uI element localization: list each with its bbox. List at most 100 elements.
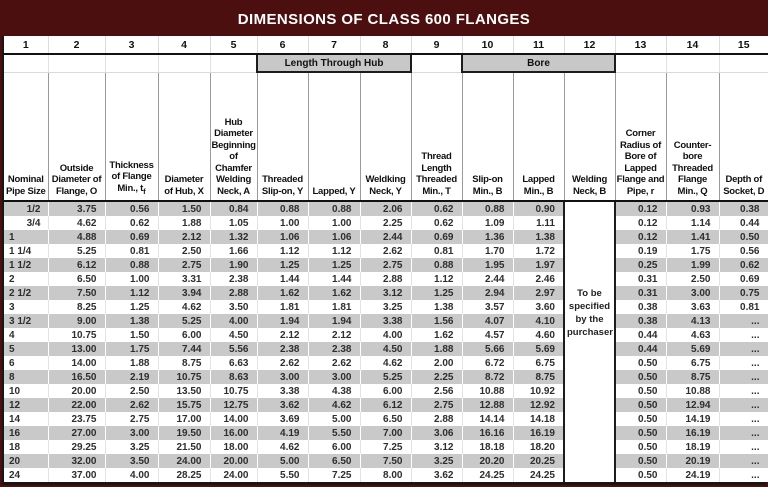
value-cell: 3.31 [158, 272, 211, 286]
value-cell: 14.19 [666, 412, 720, 426]
value-cell: 1.00 [105, 272, 159, 286]
value-cell: 3.38 [257, 384, 309, 398]
value-cell: 5.50 [257, 468, 309, 482]
value-cell: 1.11 [513, 216, 565, 230]
value-cell: 9.00 [48, 314, 106, 328]
value-cell: 0.50 [615, 468, 667, 482]
value-cell: 27.00 [48, 426, 106, 440]
value-cell: 0.75 [719, 286, 768, 300]
value-cell: 0.88 [411, 258, 463, 272]
value-cell: 18.19 [666, 440, 720, 454]
value-cell: ... [719, 314, 768, 328]
value-cell: 2.50 [666, 272, 720, 286]
value-cell: 8.72 [462, 370, 514, 384]
value-cell: 7.50 [48, 286, 106, 300]
value-cell: 22.00 [48, 398, 106, 412]
table-row: 18 29.25 3.25 21.50 18.00 4.62 6.00 7.25 3.12 18.… [4, 440, 768, 454]
value-cell: 6.75 [666, 356, 720, 370]
value-cell: 1.88 [411, 342, 463, 356]
value-cell: 1.25 [257, 258, 309, 272]
column-header: Counter-bore Threaded Flange Min., Q [666, 72, 720, 202]
value-cell: 4.62 [308, 398, 361, 412]
value-cell: 28.25 [158, 468, 211, 482]
value-cell: 0.50 [615, 356, 667, 370]
value-cell: 3.60 [513, 300, 565, 314]
value-cell: 1.06 [257, 230, 309, 244]
value-cell: 24.00 [210, 468, 258, 482]
value-cell: 37.00 [48, 468, 106, 482]
value-cell: 18.00 [210, 440, 258, 454]
table-row: 3 1/2 9.00 1.38 5.25 4.00 1.94 1.94 3.38 1.56 4.0… [4, 314, 768, 328]
value-cell: 6.12 [360, 398, 412, 412]
value-cell: 2.88 [360, 272, 412, 286]
value-cell: 0.31 [615, 272, 667, 286]
value-cell: 0.38 [615, 300, 667, 314]
value-cell: 0.44 [615, 342, 667, 356]
table-row: 8 16.50 2.19 10.75 8.63 3.00 3.00 5.25 2.25 8.72 8… [4, 370, 768, 384]
value-cell: 2.62 [105, 398, 159, 412]
value-cell: 1.75 [666, 244, 720, 258]
value-cell: 2.88 [210, 286, 258, 300]
value-cell: 1.14 [666, 216, 720, 230]
value-cell: 4.50 [360, 342, 412, 356]
value-cell: 0.50 [615, 384, 667, 398]
value-cell: 0.50 [719, 230, 768, 244]
value-cell: 5.69 [666, 342, 720, 356]
value-cell: 4.07 [462, 314, 514, 328]
group-header-bore: Bore [461, 54, 616, 73]
value-cell: 2.00 [411, 356, 463, 370]
table-row: 12 22.00 2.62 15.75 12.75 3.62 4.62 6.12 2.75 12.… [4, 398, 768, 412]
value-cell: ... [719, 412, 768, 426]
value-cell: 6.50 [48, 272, 106, 286]
group-header-length-through-hub: Length Through Hub [256, 54, 412, 73]
value-cell: 0.81 [105, 244, 159, 258]
table-row: 2 6.50 1.00 3.31 2.38 1.44 1.44 2.88 1.12 2.44 2.4… [4, 272, 768, 286]
value-cell: 4.00 [360, 328, 412, 342]
table-row: 16 27.00 3.00 19.50 16.00 4.19 5.50 7.00 3.06 16.… [4, 426, 768, 440]
value-cell: 20.19 [666, 454, 720, 468]
value-cell: 2.38 [210, 272, 258, 286]
value-cell: 12.94 [666, 398, 720, 412]
value-cell: 2.88 [411, 412, 463, 426]
table-title: DIMENSIONS OF CLASS 600 FLANGES [2, 2, 766, 36]
value-cell: 0.84 [210, 201, 258, 216]
table-row: 14 23.75 2.75 17.00 14.00 3.69 5.00 6.50 2.88 14.… [4, 412, 768, 426]
value-cell: 1.44 [257, 272, 309, 286]
value-cell: 12.75 [210, 398, 258, 412]
value-cell: 1.72 [513, 244, 565, 258]
column-header: Thread Length Threaded Min., T [411, 72, 463, 202]
value-cell: 0.69 [719, 272, 768, 286]
value-cell: 2.12 [158, 230, 211, 244]
value-cell: 1.50 [105, 328, 159, 342]
value-cell: 2.75 [360, 258, 412, 272]
group-header-blank [411, 54, 463, 73]
value-cell: 5.66 [462, 342, 514, 356]
pipe-size-cell: 4 [4, 328, 49, 342]
value-cell: 1.38 [513, 230, 565, 244]
value-cell: 12.88 [462, 398, 514, 412]
value-cell: 0.81 [719, 300, 768, 314]
value-cell: 2.62 [257, 356, 309, 370]
value-cell: 2.38 [257, 342, 309, 356]
value-cell: 4.62 [257, 440, 309, 454]
value-cell: 3.00 [257, 370, 309, 384]
group-header-blank [48, 54, 106, 73]
value-cell: 1.81 [257, 300, 309, 314]
pipe-size-cell: 6 [4, 356, 49, 370]
value-cell: 0.44 [615, 328, 667, 342]
value-cell: ... [719, 440, 768, 454]
value-cell: 13.50 [158, 384, 211, 398]
value-cell: 3.94 [158, 286, 211, 300]
value-cell: 1.12 [411, 272, 463, 286]
column-number: 8 [360, 36, 412, 55]
value-cell: 2.12 [257, 328, 309, 342]
group-header-blank [4, 54, 49, 73]
value-cell: 18.20 [513, 440, 565, 454]
value-cell: 2.50 [105, 384, 159, 398]
column-header-row: Nominal Pipe Size Outside Diameter of Fla… [4, 72, 768, 202]
table-data: 1/2 3.75 0.56 1.50 0.84 0.88 0.88 2.06 0.62 0.88 0… [4, 201, 768, 482]
value-cell: 10.92 [513, 384, 565, 398]
table-row: 1/2 3.75 0.56 1.50 0.84 0.88 0.88 2.06 0.62 0.88 0… [4, 201, 768, 482]
value-cell: 16.00 [210, 426, 258, 440]
value-cell: 8.75 [666, 370, 720, 384]
